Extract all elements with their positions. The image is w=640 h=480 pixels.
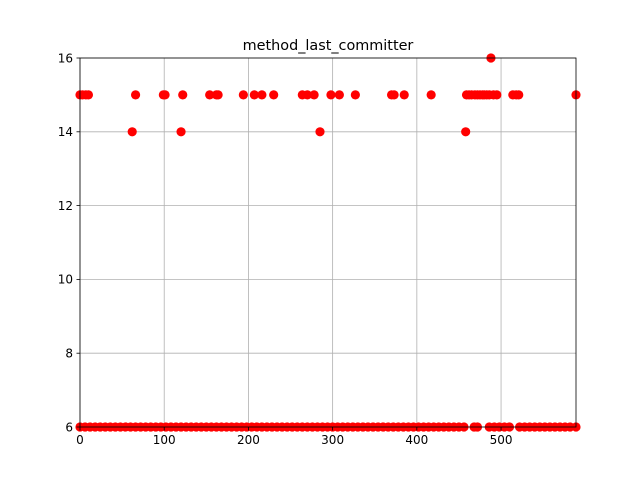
x-tick-label: 200 [237,433,260,447]
x-tick-label: 500 [490,433,513,447]
data-point [334,90,344,100]
y-tick-label: 10 [58,273,73,287]
data-point [178,90,188,100]
y-axis: 6 8 10 12 14 16 [58,51,80,434]
x-axis: 0 100 200 300 400 500 [76,427,513,447]
data-point [514,90,524,100]
data-point [326,90,336,100]
x-tick-label: 300 [321,433,344,447]
chart-title: method_last_committer [243,38,414,54]
x-tick-label: 0 [76,433,84,447]
data-point [130,90,141,100]
data-point [309,90,319,100]
data-point [302,90,312,100]
x-tick-label: 100 [153,433,176,447]
x-tick-label: 400 [405,433,428,447]
data-point [205,90,215,100]
data-point [461,127,471,137]
data-point [213,90,223,100]
data-point [257,90,267,100]
y-tick-label: 12 [58,199,73,213]
y-tick-label: 14 [58,125,73,139]
data-point [249,90,259,100]
y-tick-label: 8 [65,347,73,361]
data-point [492,90,502,100]
y-tick-label: 6 [65,420,73,434]
data-point [160,90,170,100]
data-point [399,90,409,100]
data-point [127,127,137,137]
data-point [83,90,94,100]
data-point [389,90,399,100]
data-point [238,90,248,100]
data-point [350,90,360,100]
plot-frame [79,57,577,428]
y-tick-label: 16 [58,51,73,65]
data-point [269,90,279,100]
data-point [176,127,186,137]
data-point [426,90,436,100]
data-point [315,127,325,137]
